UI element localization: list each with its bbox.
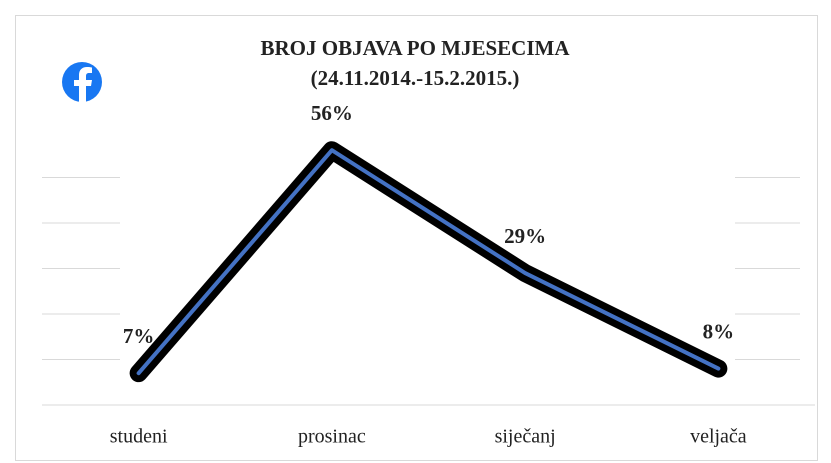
x-tick-label: siječanj — [495, 426, 556, 448]
x-tick-label: veljača — [690, 426, 747, 448]
x-tick-label: studeni — [110, 426, 168, 448]
chart-border — [15, 15, 818, 461]
data-label: 7% — [123, 324, 155, 348]
data-label: 8% — [703, 319, 735, 343]
chart-title: BROJ OBJAVA PO MJESECIMA — [260, 36, 570, 60]
x-tick-label: prosinac — [298, 426, 366, 448]
chart-subtitle: (24.11.2014.-15.2.2015.) — [311, 66, 520, 90]
data-label: 29% — [504, 224, 546, 248]
data-label: 56% — [311, 101, 353, 125]
line — [136, 148, 721, 376]
facebook-icon — [62, 62, 102, 102]
